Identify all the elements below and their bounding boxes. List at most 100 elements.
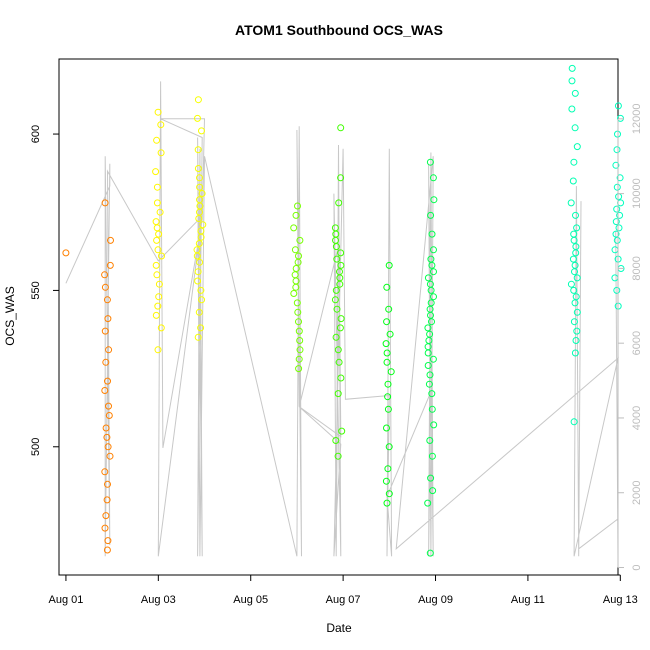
data-point: [430, 268, 437, 276]
secondary-series-line: [65, 81, 619, 557]
data-point: [197, 324, 205, 332]
data-point: [153, 224, 161, 232]
data-point: [332, 437, 340, 444]
data-point: [384, 465, 392, 473]
data-point: [383, 424, 390, 432]
data-point: [572, 337, 580, 344]
data-point: [101, 327, 109, 335]
y-tick-label: 500: [30, 438, 42, 456]
data-point: [338, 427, 346, 435]
data-point: [102, 358, 110, 366]
right-y-axis: 0 2000 4000 6000 8000 10000 12000: [617, 104, 643, 571]
data-point: [290, 224, 298, 232]
data-point: [430, 196, 438, 204]
data-point: [426, 371, 434, 379]
data-point: [573, 308, 581, 316]
data-point: [424, 499, 432, 507]
data-point: [295, 252, 302, 260]
data-point: [611, 274, 619, 282]
data-point: [573, 274, 581, 282]
data-point: [154, 302, 162, 310]
right-y-tick-label: 4000: [631, 406, 643, 430]
data-point: [293, 299, 301, 307]
data-point: [386, 330, 394, 338]
data-point: [615, 224, 623, 232]
data-point: [570, 318, 578, 326]
data-point: [157, 121, 165, 129]
y-axis: 500 550 600: [30, 125, 60, 456]
data-point: [292, 265, 300, 272]
x-axis: Aug 01 Aug 03 Aug 05 Aug 07 Aug 09 Aug 11 Aug …: [48, 574, 638, 606]
data-point: [424, 324, 432, 332]
data-point: [103, 496, 111, 504]
data-point: [153, 183, 161, 191]
data-point: [157, 324, 165, 332]
data-point: [337, 261, 345, 269]
data-point: [424, 274, 432, 282]
data-point: [383, 318, 391, 326]
data-point: [102, 512, 110, 520]
data-point: [152, 261, 160, 269]
data-point: [103, 433, 111, 441]
data-point: [295, 318, 302, 326]
data-point: [104, 443, 112, 451]
data-point: [613, 146, 621, 154]
data-point: [101, 387, 109, 394]
x-tick-label: Aug 01: [48, 594, 83, 606]
data-point: [385, 261, 393, 269]
data-point: [155, 280, 163, 288]
data-point: [152, 311, 160, 319]
data-point: [337, 315, 345, 323]
data-point: [572, 243, 580, 251]
data-point: [382, 477, 390, 485]
data-point: [612, 230, 620, 238]
data-point: [426, 280, 434, 288]
data-point: [569, 177, 577, 185]
data-point: [337, 174, 345, 182]
data-point: [102, 424, 110, 432]
x-tick-label: Aug 11: [511, 594, 545, 606]
y-tick-label: 550: [30, 281, 42, 299]
secondary-line-layer: [65, 81, 619, 557]
data-point: [296, 236, 304, 244]
data-point: [198, 296, 206, 304]
data-point: [294, 202, 301, 210]
data-point: [568, 77, 576, 85]
x-axis-label: Date: [326, 621, 352, 635]
data-point: [331, 296, 339, 304]
data-point: [104, 315, 112, 323]
data-point: [331, 224, 339, 232]
data-point: [567, 280, 575, 288]
data-point: [296, 337, 304, 344]
data-point: [568, 64, 576, 72]
data-point: [385, 443, 393, 451]
data-point: [428, 452, 436, 460]
data-point: [333, 305, 341, 313]
data-point: [152, 168, 160, 176]
data-point: [156, 208, 164, 216]
data-point: [152, 218, 160, 226]
data-point: [155, 293, 163, 301]
data-point: [385, 490, 393, 498]
data-point: [570, 158, 578, 166]
data-point: [569, 255, 577, 263]
data-point: [295, 327, 303, 335]
data-point: [194, 333, 202, 341]
data-point: [153, 199, 161, 207]
data-point: [154, 108, 162, 116]
x-tick-label: Aug 13: [603, 594, 638, 606]
data-point: [428, 390, 436, 398]
data-point: [573, 143, 581, 151]
data-point: [429, 487, 437, 495]
right-y-tick-label: 2000: [631, 480, 643, 504]
data-point: [62, 249, 70, 257]
data-point: [570, 286, 578, 294]
data-point: [424, 349, 432, 357]
data-point: [198, 127, 205, 135]
data-point: [612, 218, 620, 226]
data-point: [385, 305, 393, 313]
data-point: [194, 277, 202, 285]
data-point: [611, 246, 619, 254]
data-point: [337, 124, 345, 132]
data-point: [430, 293, 437, 301]
